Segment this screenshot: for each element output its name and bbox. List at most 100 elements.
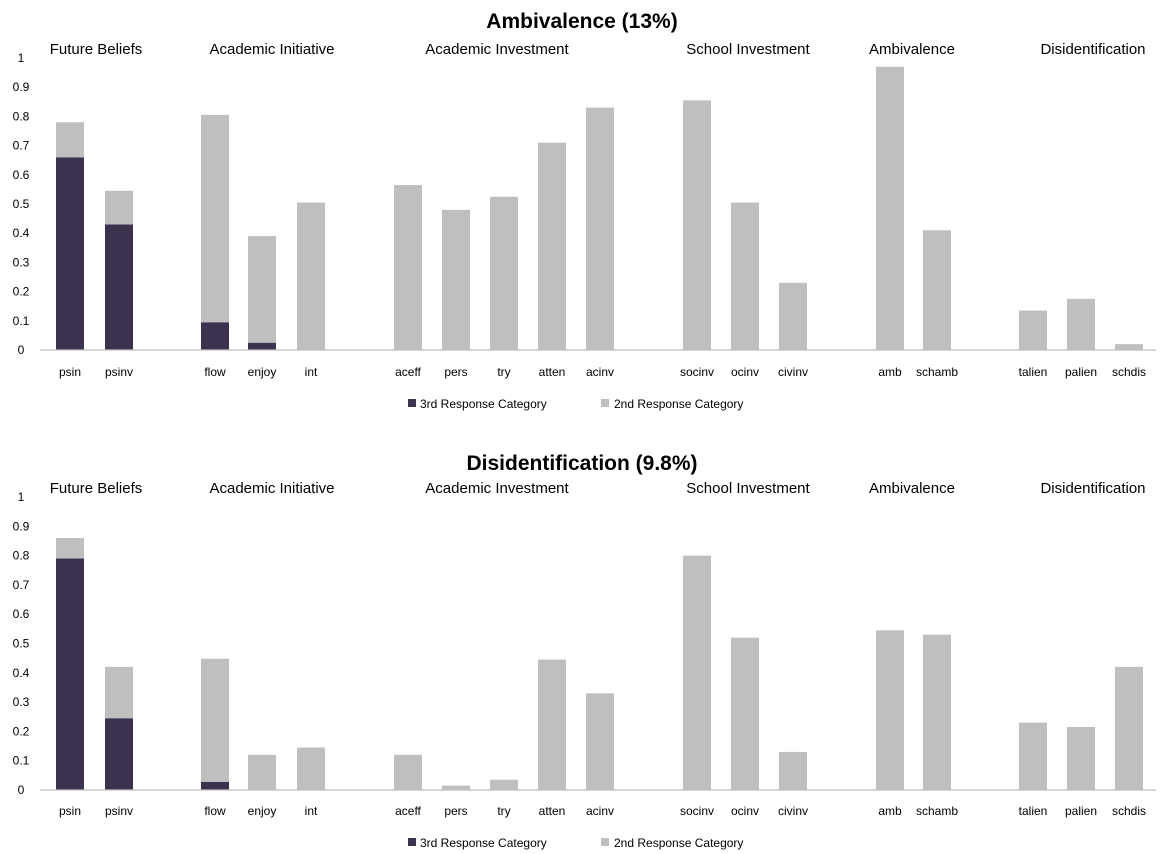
- x-tick-label: amb: [878, 365, 902, 379]
- x-tick-label: atten: [539, 804, 566, 818]
- bar-atten-2nd: [538, 659, 566, 790]
- x-tick-label: talien: [1019, 804, 1048, 818]
- legend-label: 2nd Response Category: [614, 397, 743, 411]
- bar-aceff-2nd: [394, 185, 422, 350]
- y-tick-label: 0.3: [13, 695, 30, 709]
- group-label: Future Beliefs: [50, 41, 143, 58]
- bar-pers-2nd: [442, 209, 470, 350]
- bar-schamb-2nd: [923, 634, 951, 790]
- x-tick-label: palien: [1065, 365, 1097, 379]
- bar-aceff-2nd: [394, 754, 422, 790]
- legend: 3rd Response Category 2nd Response Catego…: [408, 397, 743, 411]
- bar-civinv-2nd: [779, 751, 807, 790]
- x-tick-label: palien: [1065, 804, 1097, 818]
- legend-swatch: [408, 399, 416, 407]
- bar-enjoy-3rd: [248, 342, 276, 350]
- y-tick-label: 0.7: [13, 139, 30, 153]
- y-tick-label: 0.3: [13, 255, 30, 269]
- chart-title: Ambivalence (13%): [486, 10, 677, 33]
- bar-try-2nd: [490, 779, 518, 790]
- x-tick-label: civinv: [778, 365, 808, 379]
- y-tick-label: 0: [18, 343, 25, 357]
- legend-swatch: [408, 838, 416, 846]
- bar-flow-2nd: [201, 658, 229, 782]
- x-tick-label: ocinv: [731, 804, 759, 818]
- bar-socinv-2nd: [683, 100, 711, 350]
- group-label: Disidentification: [1040, 480, 1145, 497]
- bar-schdis-2nd: [1115, 344, 1143, 350]
- bar-psinv-3rd: [105, 224, 133, 350]
- bar-socinv-2nd: [683, 555, 711, 790]
- bar-flow-2nd: [201, 114, 229, 323]
- y-tick-label: 0.2: [13, 285, 30, 299]
- x-tick-label: socinv: [680, 365, 714, 379]
- x-tick-label: atten: [539, 365, 566, 379]
- legend-swatch: [601, 399, 609, 407]
- x-tick-label: psinv: [105, 365, 133, 379]
- x-tick-label: enjoy: [248, 365, 277, 379]
- bar-pers-2nd: [442, 785, 470, 790]
- bar-psin-2nd: [56, 538, 84, 559]
- x-tick-label: schdis: [1112, 365, 1146, 379]
- bar-ocinv-2nd: [731, 202, 759, 350]
- bar-schdis-2nd: [1115, 666, 1143, 790]
- x-tick-label: pers: [444, 365, 467, 379]
- group-label: Ambivalence: [869, 41, 955, 58]
- x-tick-label: ocinv: [731, 365, 759, 379]
- x-tick-label: acinv: [586, 804, 614, 818]
- group-label: Ambivalence: [869, 480, 955, 497]
- y-tick-label: 0.9: [13, 519, 30, 533]
- group-label: Academic Investment: [425, 480, 569, 497]
- x-tick-label: int: [305, 804, 318, 818]
- y-tick-label: 0.4: [13, 666, 30, 680]
- x-tick-label: acinv: [586, 365, 614, 379]
- legend-label: 2nd Response Category: [614, 836, 743, 850]
- y-tick-label: 1: [18, 51, 25, 65]
- bar-talien-2nd: [1019, 722, 1047, 790]
- x-tick-label: psin: [59, 804, 81, 818]
- y-tick-label: 0.7: [13, 578, 30, 592]
- x-tick-label: psinv: [105, 804, 133, 818]
- x-tick-label: schamb: [916, 804, 958, 818]
- bar-amb-2nd: [876, 630, 904, 790]
- bar-psinv-2nd: [105, 666, 133, 719]
- group-label: Academic Investment: [425, 41, 569, 58]
- bar-try-2nd: [490, 196, 518, 350]
- legend-swatch: [601, 838, 609, 846]
- x-tick-label: amb: [878, 804, 902, 818]
- bar-schamb-2nd: [923, 230, 951, 350]
- x-tick-label: schamb: [916, 365, 958, 379]
- bar-int-2nd: [297, 747, 325, 790]
- x-tick-label: flow: [204, 804, 226, 818]
- x-tick-label: enjoy: [248, 804, 277, 818]
- x-tick-label: aceff: [395, 365, 421, 379]
- chart-1: Ambivalence (13%) Future Beliefs Academic …: [13, 10, 1156, 411]
- y-tick-label: 0.5: [13, 197, 30, 211]
- chart-2: Disidentification (9.8%) Future Beliefs Ac…: [13, 452, 1156, 850]
- bar-atten-2nd: [538, 142, 566, 350]
- y-tick-label: 0.9: [13, 80, 30, 94]
- y-tick-label: 0.8: [13, 109, 30, 123]
- group-label: School Investment: [686, 41, 810, 58]
- bar-flow-3rd: [201, 322, 229, 350]
- group-label: Future Beliefs: [50, 480, 143, 497]
- bar-enjoy-2nd: [248, 754, 276, 790]
- bar-acinv-2nd: [586, 693, 614, 790]
- y-tick-label: 0.6: [13, 607, 30, 621]
- bar-palien-2nd: [1067, 727, 1095, 790]
- legend: 3rd Response Category 2nd Response Catego…: [408, 836, 743, 850]
- group-label: School Investment: [686, 480, 810, 497]
- bar-flow-3rd: [201, 781, 229, 790]
- y-tick-label: 0.1: [13, 314, 30, 328]
- chart-title: Disidentification (9.8%): [466, 452, 697, 475]
- bar-amb-2nd: [876, 66, 904, 350]
- bar-acinv-2nd: [586, 107, 614, 350]
- bar-ocinv-2nd: [731, 637, 759, 790]
- group-label: Academic Initiative: [209, 41, 334, 58]
- bar-civinv-2nd: [779, 282, 807, 350]
- x-tick-label: flow: [204, 365, 226, 379]
- legend-label: 3rd Response Category: [420, 836, 547, 850]
- x-tick-label: schdis: [1112, 804, 1146, 818]
